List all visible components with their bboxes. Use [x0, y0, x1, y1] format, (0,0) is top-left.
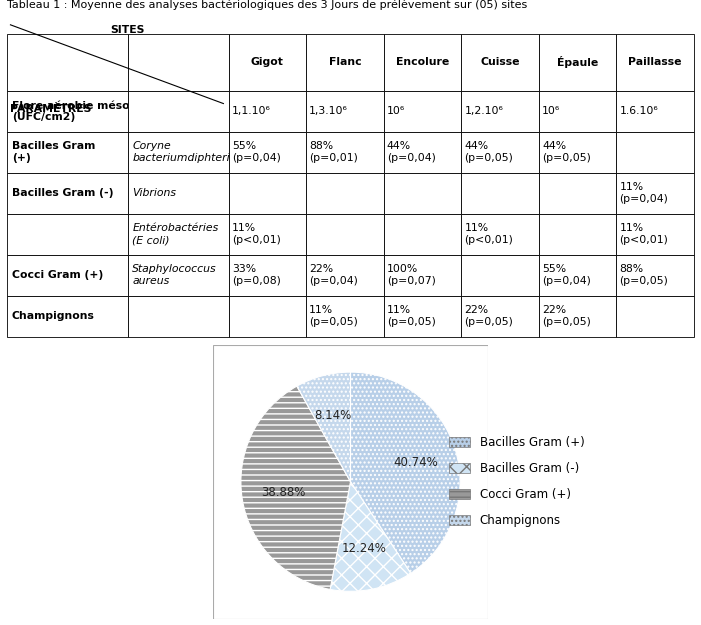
Text: Tableau 1 : Moyenne des analyses bactériologiques des 3 Jours de prélèvement sur: Tableau 1 : Moyenne des analyses bactéri…	[7, 0, 527, 9]
Text: 40.74%: 40.74%	[393, 456, 438, 469]
Wedge shape	[330, 482, 411, 591]
Text: SITES: SITES	[110, 25, 144, 35]
Text: 8.14%: 8.14%	[315, 409, 352, 422]
Wedge shape	[297, 372, 350, 482]
Text: 12.24%: 12.24%	[341, 542, 386, 555]
Wedge shape	[241, 386, 350, 589]
Wedge shape	[350, 372, 460, 573]
Bar	[214, 345, 487, 619]
Text: PARAMÈTRES: PARAMÈTRES	[11, 104, 92, 114]
Text: 38.88%: 38.88%	[261, 486, 306, 499]
Legend: Bacilles Gram (+), Bacilles Gram (-), Cocci Gram (+), Champignons: Bacilles Gram (+), Bacilles Gram (-), Co…	[444, 431, 589, 532]
